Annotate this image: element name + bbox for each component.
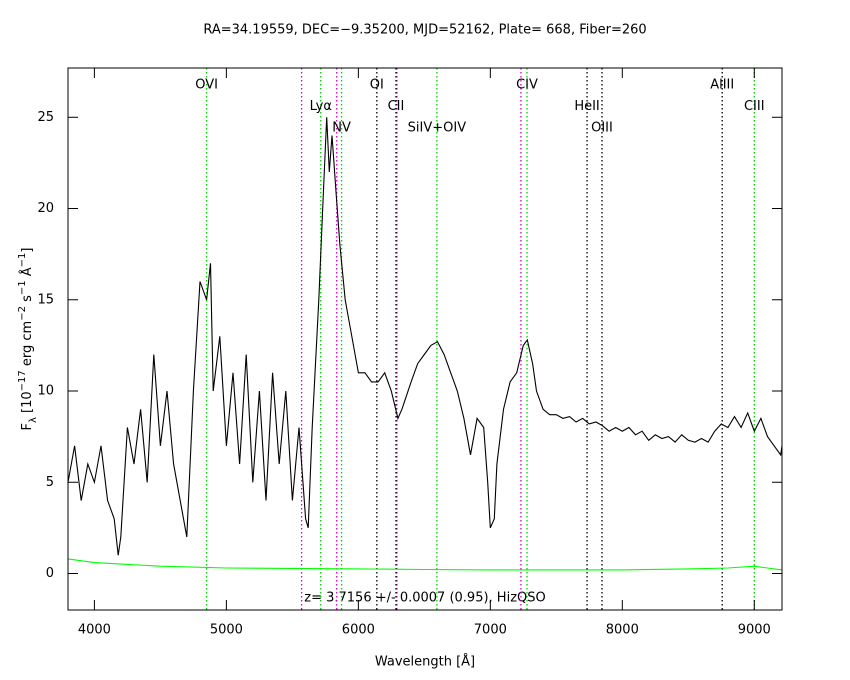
y-label-part: −17 (17, 370, 28, 391)
y-axis-label: Fλ [10−17 erg cm−2 s−1 Å−1] (17, 248, 39, 431)
emission-label: Lyα (310, 99, 332, 114)
y-label-part: Å (19, 267, 35, 280)
y-tick-label: 10 (37, 384, 54, 399)
emission-label: OVI (195, 78, 218, 93)
x-tick-label: 9000 (738, 623, 771, 638)
emission-label: HeII (574, 99, 599, 114)
y-tick-label: 5 (46, 475, 54, 490)
emission-label: AlIII (710, 78, 734, 93)
y-tick-label: 15 (37, 292, 54, 307)
emission-label: OI (370, 78, 384, 93)
y-label-part: −1 (17, 280, 28, 295)
y-label-part: s (20, 295, 35, 306)
spectrum-line (68, 558, 782, 571)
y-label-part: λ (28, 417, 39, 423)
x-tick-label: 4000 (78, 623, 111, 638)
emission-label: OIII (591, 121, 613, 136)
x-axis-label: Wavelength [Å] (375, 654, 475, 670)
spectrum-line (68, 117, 782, 556)
x-tick-label: 7000 (474, 623, 507, 638)
y-label-part: erg cm (20, 321, 35, 370)
y-tick-label: 0 (46, 566, 54, 581)
emission-label: CII (388, 99, 405, 114)
emission-label: NV (332, 121, 351, 136)
y-tick-label: 25 (37, 110, 54, 125)
y-label-part: −1 (17, 253, 28, 268)
plot-frame (67, 67, 783, 611)
emission-label: CIII (744, 99, 765, 114)
chart-title: RA=34.19559, DEC=−9.35200, MJD=52162, Pl… (203, 23, 646, 38)
y-label-part: [10 (20, 391, 35, 417)
emission-label: SiIV+OIV (408, 121, 467, 136)
x-tick-label: 8000 (606, 623, 639, 638)
x-tick-label: 5000 (210, 623, 243, 638)
y-label-part: ] (20, 248, 35, 253)
y-tick-label: 20 (37, 201, 54, 216)
annotation: z= 3.7156 +/- 0.0007 (0.95), HizQSO (304, 591, 545, 606)
emission-label: CIV (516, 78, 538, 93)
y-label-part: F (20, 423, 35, 430)
x-tick-label: 6000 (342, 623, 375, 638)
y-label-part: −2 (17, 306, 28, 321)
